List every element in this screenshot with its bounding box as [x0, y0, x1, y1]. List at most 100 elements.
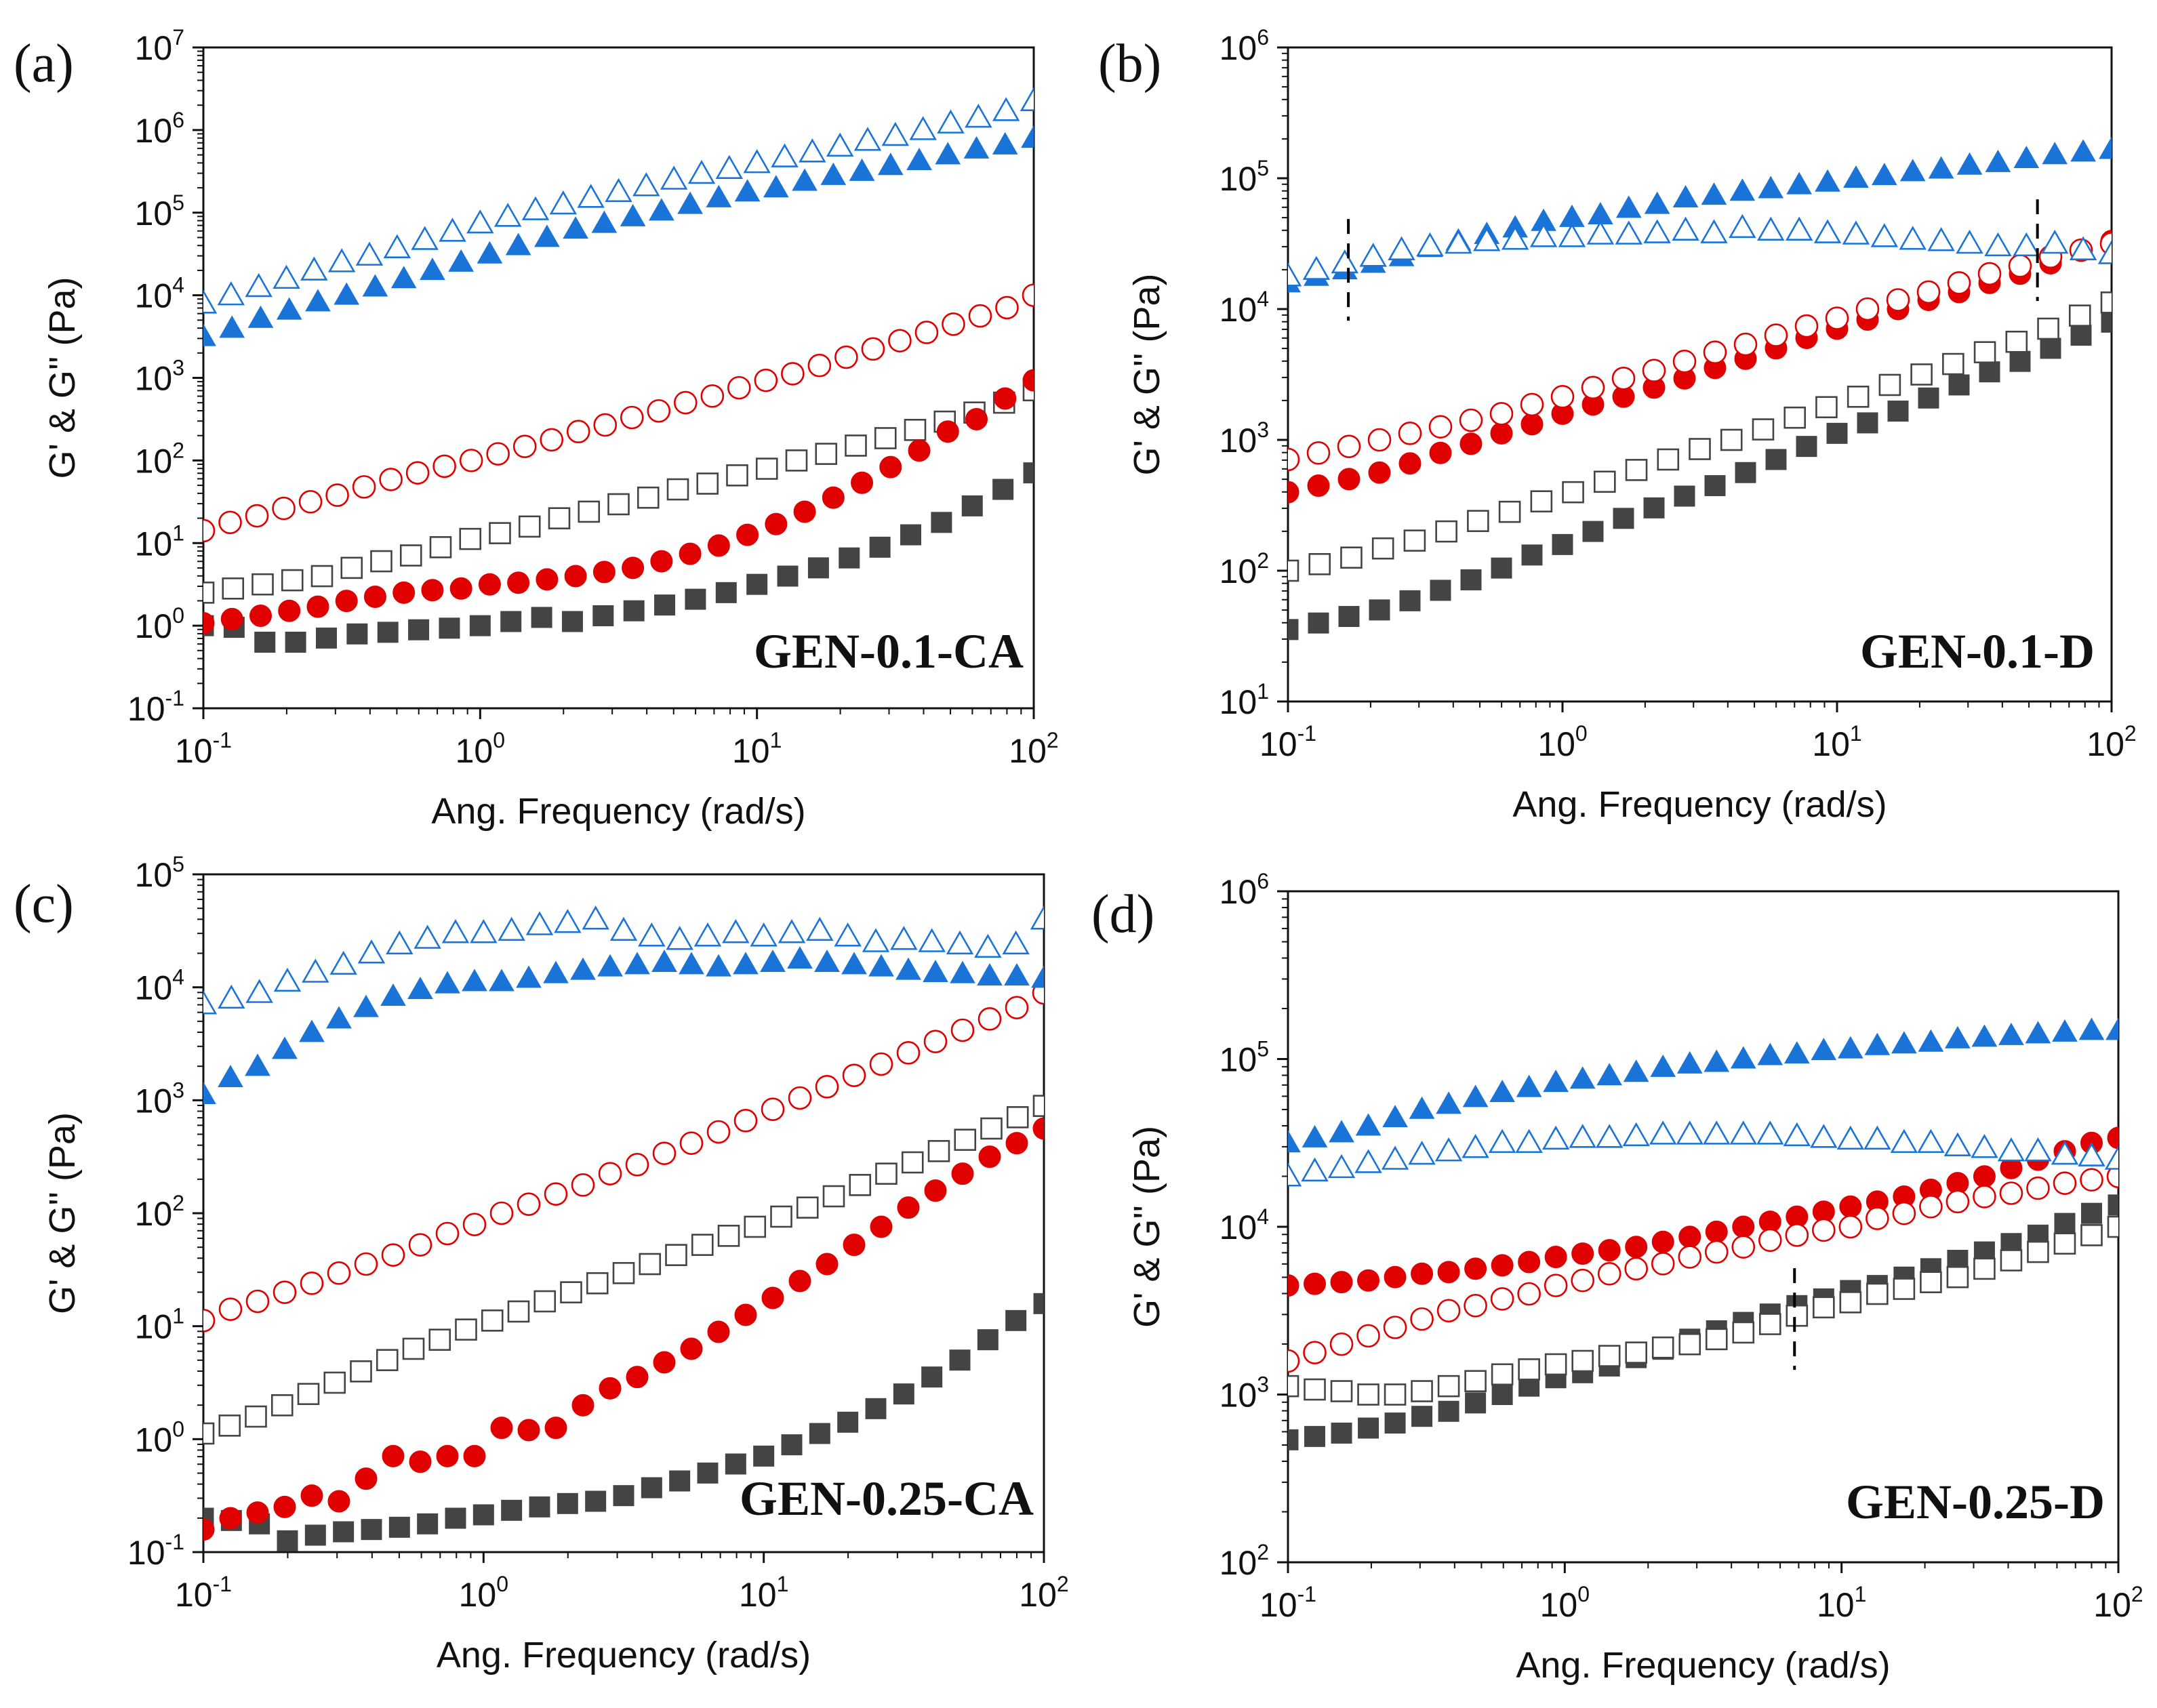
y-tick-label: 10-1	[127, 1530, 184, 1572]
data-point-square	[691, 1234, 714, 1256]
data-point-square	[489, 522, 511, 544]
data-point-triangle	[1676, 1051, 1703, 1074]
data-point-triangle	[1871, 163, 1897, 186]
data-point-triangle	[380, 983, 406, 1006]
panel-letter: (c)	[14, 874, 74, 934]
data-point-square	[637, 486, 660, 509]
data-point-circle	[1022, 369, 1034, 392]
data-point-triangle	[439, 218, 466, 242]
data-point-square	[1613, 508, 1634, 529]
y-tick-label: 104	[1219, 287, 1269, 329]
data-point-circle	[432, 454, 456, 479]
data-point-circle	[536, 568, 559, 591]
data-point-circle	[896, 1041, 921, 1065]
data-point-circle	[1464, 1294, 1487, 1318]
data-point-square	[1308, 612, 1329, 634]
data-point-triangle	[305, 289, 331, 312]
data-point-circle	[517, 1192, 541, 1216]
data-point-square	[1411, 1406, 1433, 1427]
data-point-circle	[300, 1272, 324, 1295]
data-point-square	[1815, 396, 1838, 419]
data-point-triangle	[1918, 1029, 1944, 1052]
data-point-triangle	[799, 138, 826, 163]
data-point-square	[2000, 1249, 2023, 1272]
data-point-triangle	[1676, 1120, 1704, 1145]
data-point-circle	[1520, 413, 1544, 436]
data-point-circle	[1581, 375, 1605, 400]
data-point-circle	[478, 573, 501, 596]
data-point-triangle	[763, 175, 789, 198]
data-point-triangle	[806, 916, 834, 941]
data-point-square	[323, 1371, 346, 1394]
data-point-triangle	[525, 911, 554, 935]
data-point-circle	[965, 407, 988, 430]
x-tick-label: 102	[2093, 1582, 2143, 1624]
data-point-square	[281, 569, 304, 592]
data-point-circle	[1303, 1341, 1327, 1364]
data-point-circle	[1672, 349, 1697, 373]
data-point-triangle	[1786, 171, 1812, 195]
sample-label: GEN-0.25-D	[1846, 1475, 2105, 1529]
data-point-triangle	[1569, 1124, 1596, 1148]
x-tick-label: 10-1	[175, 728, 232, 770]
data-point-circle	[245, 1289, 270, 1314]
data-point-circle	[2106, 1164, 2118, 1189]
data-point-square	[1705, 1328, 1728, 1351]
data-point-square	[954, 1128, 977, 1151]
data-point-circle	[220, 607, 243, 630]
data-point-circle	[1411, 1262, 1434, 1285]
data-point-circle	[908, 439, 931, 462]
data-point-triangle	[923, 959, 948, 982]
data-point-circle	[1733, 332, 1758, 357]
data-point-triangle	[591, 210, 618, 233]
data-point-circle	[650, 550, 673, 573]
data-point-triangle	[203, 1081, 216, 1104]
data-point-square	[685, 588, 706, 610]
data-point-square	[1330, 1380, 1353, 1402]
data-point-circle	[897, 1196, 920, 1219]
data-markers	[203, 87, 1034, 653]
data-point-triangle	[357, 939, 386, 964]
data-point-circle	[700, 384, 725, 408]
data-point-triangle	[1586, 220, 1615, 245]
data-point-circle	[490, 1417, 513, 1440]
data-point-triangle	[203, 323, 216, 346]
data-point-circle	[1356, 1324, 1380, 1348]
data-point-circle	[273, 1495, 296, 1518]
x-axis-title: Ang. Frequency (rad/s)	[437, 1635, 811, 1675]
data-point-circle	[936, 420, 959, 443]
data-point-triangle	[787, 946, 813, 969]
data-point-square	[1369, 599, 1390, 621]
data-point-square	[2005, 330, 2028, 353]
data-point-square	[1839, 1291, 1862, 1314]
data-point-triangle	[1529, 223, 1558, 247]
data-point-square	[1331, 1422, 1352, 1444]
data-point-triangle	[1434, 1137, 1463, 1162]
data-point-triangle	[2024, 1137, 2052, 1162]
data-point-square	[1384, 1412, 1406, 1434]
data-point-square	[285, 632, 306, 653]
data-point-square	[245, 1405, 267, 1428]
data-point-square	[815, 443, 838, 465]
data-point-circle	[620, 405, 644, 430]
data-point-triangle	[1729, 178, 1756, 201]
x-tick-label: 101	[1817, 1582, 1866, 1624]
data-point-circle	[1611, 366, 1636, 390]
data-point-triangle	[1462, 1084, 1489, 1107]
data-point-square	[1491, 1363, 1514, 1386]
data-point-circle	[2080, 1168, 2103, 1192]
data-point-triangle	[521, 196, 550, 220]
data-point-square	[203, 1422, 215, 1445]
data-point-circle	[1886, 288, 1910, 312]
data-point-triangle	[992, 97, 1020, 121]
data-point-circle	[1288, 1274, 1299, 1297]
data-point-triangle	[977, 962, 1003, 985]
data-point-square	[1435, 520, 1457, 543]
data-point-circle	[1304, 1272, 1327, 1295]
data-point-circle	[1436, 1299, 1461, 1323]
data-point-triangle	[570, 957, 596, 980]
data-point-square	[1765, 449, 1787, 470]
data-point-circle	[1973, 1185, 1996, 1208]
data-point-triangle	[1730, 1046, 1756, 1069]
data-point-circle	[679, 542, 702, 565]
